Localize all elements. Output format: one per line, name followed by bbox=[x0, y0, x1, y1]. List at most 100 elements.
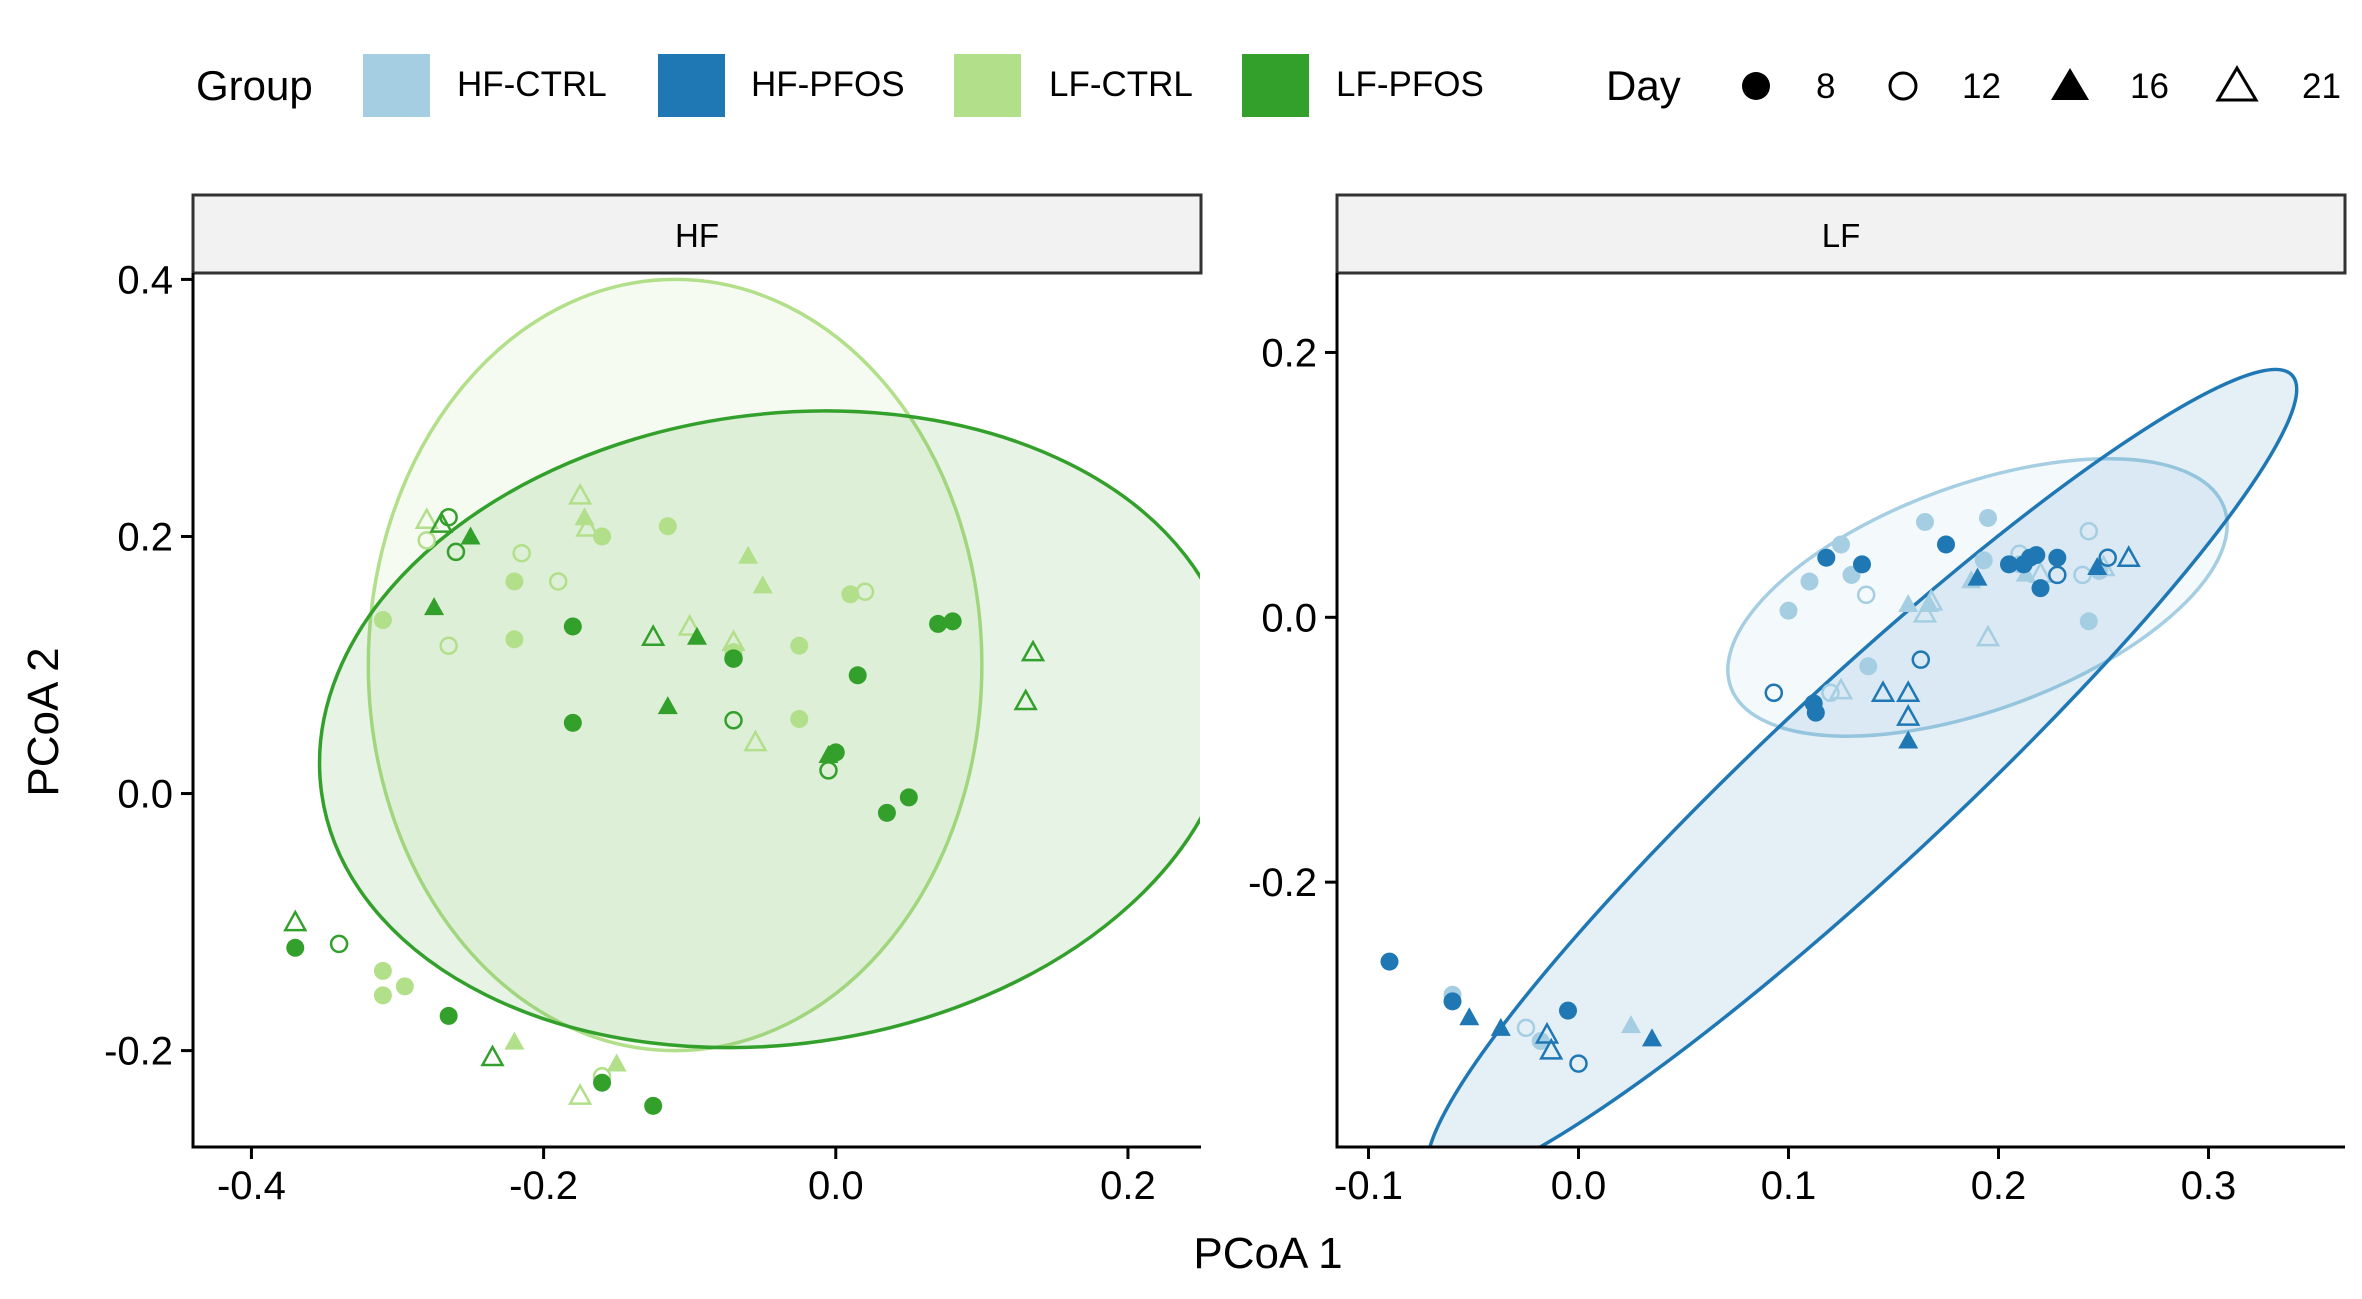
point-lf-ctrl-day21-25 bbox=[575, 514, 600, 537]
point-lf-pfos-day8-12 bbox=[644, 1096, 663, 1115]
point-hf-ctrl-day16-23 bbox=[1621, 1015, 1641, 1034]
point-lf-pfos-day12-16 bbox=[724, 711, 743, 730]
point-lf-ctrl-day8-3 bbox=[593, 527, 612, 546]
point-lf-ctrl-day8-11 bbox=[395, 977, 414, 996]
point-lf-ctrl-day21-29 bbox=[568, 1083, 593, 1105]
legend-key-hf-pfos bbox=[658, 54, 725, 117]
legend-shape-day-12 bbox=[1888, 71, 1918, 101]
point-lf-ctrl-day12-13 bbox=[439, 636, 458, 655]
point-hf-ctrl-day12-17 bbox=[2079, 521, 2099, 541]
point-lf-pfos-day21-25 bbox=[641, 624, 666, 646]
point-lf-pfos-day21-29 bbox=[480, 1044, 505, 1067]
point-lf-ctrl-day8-7 bbox=[790, 709, 809, 728]
x-tick-label: 0.2 bbox=[1971, 1164, 2027, 1208]
point-hf-ctrl-day16-20 bbox=[1919, 594, 1940, 613]
legend-day-title: Day bbox=[1606, 62, 1681, 109]
legend-label-lf-ctrl: LF-CTRL bbox=[1049, 65, 1193, 104]
panel-hf-strip-label: HF bbox=[675, 217, 719, 254]
point-lf-ctrl-day8-4 bbox=[658, 517, 677, 536]
y-tick-label: 0.2 bbox=[117, 515, 173, 559]
point-hf-pfos-day21-26 bbox=[1896, 680, 1921, 703]
legend-label-day-16: 16 bbox=[2130, 67, 2169, 106]
point-lf-ctrl-day8-8 bbox=[841, 585, 860, 604]
point-hf-ctrl-day8-7 bbox=[1974, 551, 1993, 570]
x-tick-label: -0.1 bbox=[1334, 1164, 1403, 1208]
point-hf-pfos-day16-23 bbox=[1490, 1017, 1511, 1036]
point-lf-pfos-day8-7 bbox=[877, 803, 896, 822]
point-hf-pfos-day12-18 bbox=[1569, 1054, 1588, 1073]
point-lf-ctrl-day8-2 bbox=[505, 630, 524, 649]
point-lf-pfos-day21-24 bbox=[429, 511, 454, 533]
point-lf-pfos-day16-20 bbox=[424, 597, 445, 616]
point-lf-pfos-day8-11 bbox=[593, 1073, 612, 1092]
x-tick-label: -0.2 bbox=[509, 1164, 578, 1208]
ellipse-hf-ctrl bbox=[1726, 456, 2229, 738]
legend-key-hf-ctrl bbox=[363, 54, 430, 117]
point-lf-pfos-day8-8 bbox=[899, 788, 918, 807]
point-lf-ctrl-day21-28 bbox=[743, 729, 768, 752]
point-lf-ctrl-day8-9 bbox=[373, 961, 392, 980]
x-tick-label: 0.0 bbox=[1551, 1164, 1607, 1208]
point-lf-ctrl-day12-16 bbox=[855, 582, 875, 602]
x-tick-label: -0.4 bbox=[217, 1164, 286, 1208]
x-tick-label: 0.1 bbox=[1761, 1164, 1817, 1208]
point-hf-ctrl-day12-18 bbox=[1516, 1018, 1536, 1038]
legend-label-hf-pfos: HF-PFOS bbox=[751, 65, 905, 104]
point-hf-pfos-day12-16 bbox=[2048, 565, 2067, 585]
point-hf-ctrl-day16-19 bbox=[1898, 594, 1919, 613]
panel-hf-points bbox=[283, 482, 1046, 1115]
point-hf-pfos-day8-2 bbox=[1937, 535, 1955, 554]
y-axis-title: PCoA 2 bbox=[19, 647, 68, 796]
point-hf-ctrl-day8-0 bbox=[1779, 601, 1798, 620]
legend-shape-day-16 bbox=[2051, 68, 2089, 100]
x-axis-title: PCoA 1 bbox=[1193, 1229, 1342, 1278]
point-hf-ctrl-day12-13 bbox=[1856, 585, 1876, 605]
point-lf-pfos-day12-14 bbox=[446, 542, 466, 562]
point-hf-ctrl-day8-6 bbox=[1979, 508, 1997, 527]
y-tick-label: 0.2 bbox=[1261, 331, 1317, 375]
point-lf-pfos-day12-18 bbox=[329, 934, 349, 954]
legend-shape-day-21 bbox=[2215, 65, 2259, 102]
panel-hf: HF -0.4 -0.2 0.0 0.2 0.4 0.2 0.0 -0.2 bbox=[104, 193, 1203, 1208]
point-lf-ctrl-day12-12 bbox=[417, 531, 436, 550]
ellipse-hf-pfos bbox=[1425, 367, 2299, 1147]
x-tick-label: 0.3 bbox=[2181, 1164, 2237, 1208]
legend-label-lf-pfos: LF-PFOS bbox=[1336, 65, 1484, 104]
point-hf-pfos-day16-21 bbox=[1898, 730, 1919, 749]
panel-lf-strip-label: LF bbox=[1822, 217, 1861, 254]
legend: Group HF-CTRL HF-PFOS LF-CTRL LF-PFOS Da… bbox=[196, 54, 2341, 117]
y-tick-label: 0.0 bbox=[1261, 596, 1317, 640]
panel-hf-axes: -0.4 -0.2 0.0 0.2 0.4 0.2 0.0 -0.2 bbox=[104, 258, 1201, 1208]
x-tick-label: 0.0 bbox=[808, 1164, 864, 1208]
point-hf-pfos-day8-1 bbox=[1853, 555, 1871, 574]
point-lf-pfos-day16-22 bbox=[657, 696, 678, 715]
legend-label-day-21: 21 bbox=[2302, 67, 2341, 106]
point-lf-pfos-day8-2 bbox=[724, 649, 743, 668]
panel-hf-ellipses bbox=[317, 277, 1200, 1053]
point-hf-ctrl-day8-9 bbox=[2079, 612, 2098, 631]
panel-hf-strip bbox=[191, 193, 1203, 275]
point-lf-ctrl-day21-26 bbox=[677, 613, 702, 636]
point-hf-pfos-day8-0 bbox=[1817, 548, 1836, 567]
point-hf-ctrl-day21-25 bbox=[1912, 600, 1938, 623]
point-hf-ctrl-day21-26 bbox=[1919, 588, 1944, 611]
point-hf-ctrl-day21-24 bbox=[1828, 677, 1854, 700]
legend-key-lf-pfos bbox=[1242, 54, 1309, 117]
point-lf-ctrl-day16-21 bbox=[504, 1031, 525, 1050]
point-hf-ctrl-day21-27 bbox=[1975, 624, 2001, 647]
point-lf-pfos-day8-3 bbox=[848, 666, 867, 685]
point-hf-pfos-day16-20 bbox=[2087, 556, 2108, 575]
legend-group-title: Group bbox=[196, 62, 313, 109]
point-hf-pfos-day12-15 bbox=[1911, 650, 1931, 669]
point-hf-pfos-day8-8 bbox=[2048, 548, 2067, 567]
legend-label-day-12: 12 bbox=[1962, 67, 2001, 106]
point-hf-pfos-day21-27 bbox=[1896, 704, 1921, 726]
point-lf-pfos-day8-1 bbox=[563, 713, 582, 732]
point-lf-pfos-day16-23 bbox=[818, 744, 839, 763]
point-hf-pfos-day12-17 bbox=[2098, 548, 2117, 567]
point-lf-ctrl-day8-6 bbox=[790, 636, 809, 655]
y-tick-label: 0.0 bbox=[117, 773, 173, 817]
point-hf-pfos-day21-29 bbox=[1534, 1021, 1560, 1044]
point-lf-pfos-day8-6 bbox=[943, 612, 962, 631]
